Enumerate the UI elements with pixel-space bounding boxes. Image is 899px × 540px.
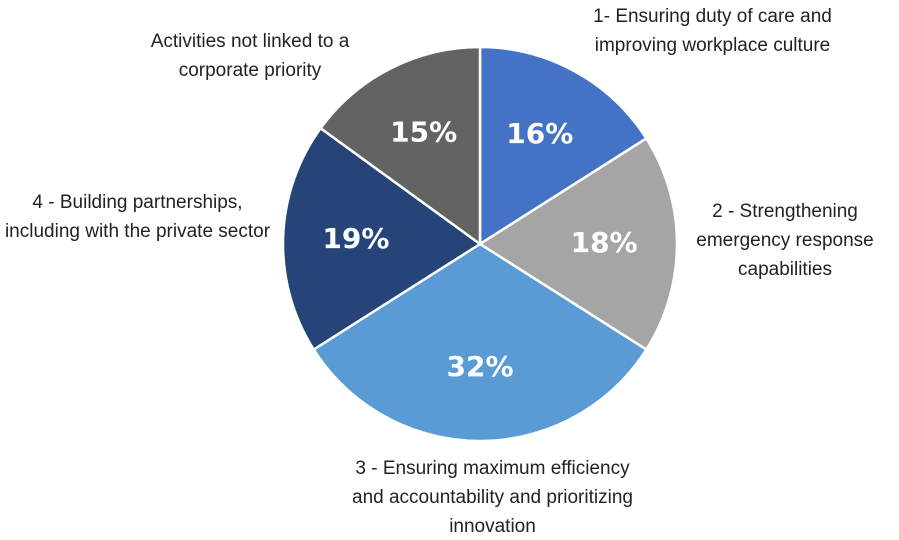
value-label: 15% xyxy=(390,115,457,148)
value-label: 19% xyxy=(322,222,389,255)
pie-slice xyxy=(281,126,483,352)
category-label: 2 - Strengthening emergency response cap… xyxy=(696,201,874,280)
category-label: 3 - Ensuring maximum efficiency and acco… xyxy=(352,458,633,537)
pie-slice xyxy=(318,45,482,247)
category-label: 1- Ensuring duty of care and improving w… xyxy=(593,6,832,56)
value-label: 16% xyxy=(506,117,573,150)
value-label: 32% xyxy=(446,350,513,383)
category-label: 4 - Building partnerships, including wit… xyxy=(4,192,271,242)
pie-slice xyxy=(478,45,649,247)
category-label: Activities not linked to a corporate pri… xyxy=(150,31,350,81)
pie-slice xyxy=(477,136,679,352)
pie-slice xyxy=(311,242,649,443)
value-label: 18% xyxy=(571,226,638,259)
